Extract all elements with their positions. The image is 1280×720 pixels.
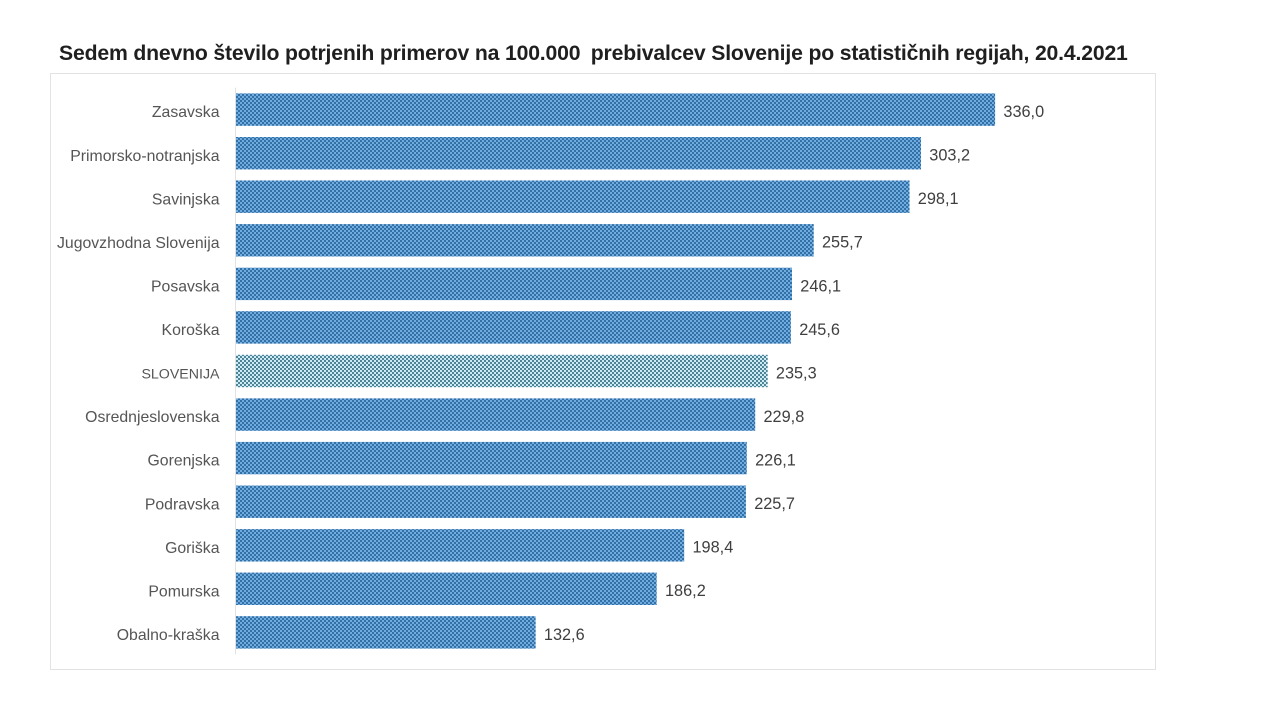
svg-text:298,1: 298,1 [918, 190, 959, 208]
svg-text:225,7: 225,7 [754, 495, 795, 513]
svg-text:336,0: 336,0 [1003, 103, 1044, 121]
svg-text:255,7: 255,7 [822, 234, 863, 252]
svg-text:226,1: 226,1 [755, 452, 796, 470]
svg-text:198,4: 198,4 [693, 539, 734, 557]
svg-text:Goriška: Goriška [165, 540, 220, 557]
svg-text:132,6: 132,6 [544, 626, 585, 644]
svg-text:SLOVENIJA: SLOVENIJA [141, 367, 220, 383]
svg-text:246,1: 246,1 [800, 277, 841, 295]
svg-text:Gorenjska: Gorenjska [148, 453, 220, 470]
svg-text:Primorsko-notranjska: Primorsko-notranjska [70, 148, 219, 165]
svg-text:Pomurska: Pomurska [148, 583, 219, 600]
svg-text:Osrednjeslovenska: Osrednjeslovenska [85, 409, 220, 426]
svg-text:Koroška: Koroška [162, 322, 220, 339]
svg-text:Obalno-kraška: Obalno-kraška [117, 627, 220, 644]
svg-text:Podravska: Podravska [145, 496, 220, 513]
svg-text:245,6: 245,6 [799, 321, 840, 339]
svg-text:Jugovzhodna Slovenija: Jugovzhodna Slovenija [57, 235, 220, 252]
svg-text:Sedem dnevno število potrjenih: Sedem dnevno število potrjenih primerov … [59, 42, 1128, 65]
svg-text:Savinjska: Savinjska [152, 191, 220, 208]
svg-text:Zasavska: Zasavska [152, 104, 220, 121]
svg-text:229,8: 229,8 [764, 408, 805, 426]
svg-text:186,2: 186,2 [665, 582, 706, 600]
svg-text:Posavska: Posavska [151, 279, 220, 296]
svg-text:235,3: 235,3 [776, 364, 817, 382]
svg-text:303,2: 303,2 [929, 147, 970, 165]
